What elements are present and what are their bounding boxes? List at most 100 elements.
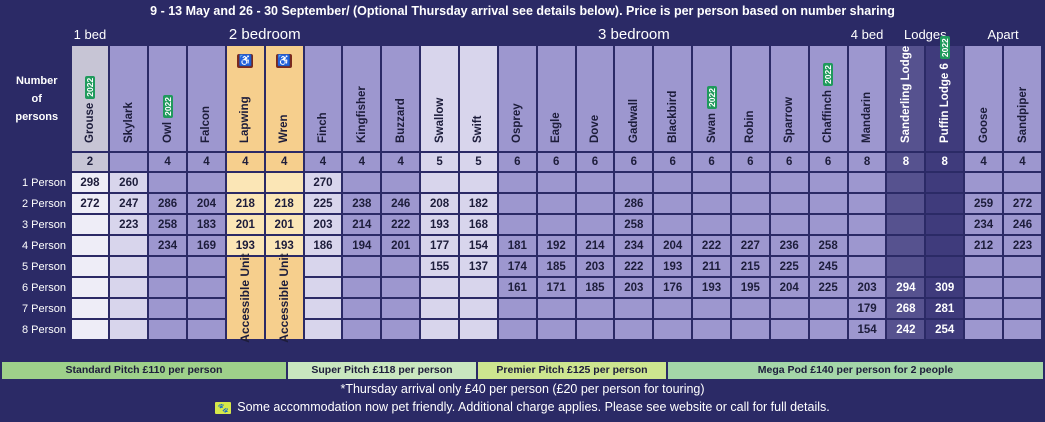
price-cell	[887, 257, 925, 276]
price-cell	[382, 299, 420, 318]
date-banner: 9 - 13 May and 26 - 30 September/ (Optio…	[0, 0, 1045, 22]
price-cell	[1004, 173, 1041, 192]
price-cell: 174	[498, 257, 536, 276]
price-cell: 179	[848, 299, 886, 318]
price-cell: 214	[576, 236, 614, 255]
price-cell	[576, 173, 614, 192]
unit-header-osprey: Osprey	[498, 46, 536, 151]
price-cell	[731, 215, 769, 234]
price-cell	[848, 257, 886, 276]
unit-name: Finch	[316, 112, 329, 143]
unit-name: Wren	[278, 114, 291, 143]
price-cell	[421, 320, 459, 339]
price-cell	[693, 299, 730, 318]
price-cell: 181	[498, 236, 536, 255]
price-cell	[421, 278, 459, 297]
price-cell	[188, 278, 225, 297]
price-cell	[382, 278, 420, 297]
unit-capacity: 4	[343, 153, 381, 171]
unit-header-dove: Dove	[576, 46, 614, 151]
price-cell	[770, 194, 808, 213]
price-cell	[693, 173, 730, 192]
price-cell	[693, 320, 730, 339]
price-cell	[965, 257, 1002, 276]
unit-name: Puffin Lodge 6	[938, 63, 951, 143]
group-apart: Apart	[965, 24, 1041, 44]
price-cell	[304, 257, 342, 276]
price-cell	[537, 299, 575, 318]
unit-capacity: 6	[576, 153, 614, 171]
price-cell	[731, 299, 769, 318]
price-cell	[615, 299, 653, 318]
price-cell: 268	[887, 299, 925, 318]
persons-label: 2 Person	[4, 194, 70, 213]
unit-header-gadwall: Gadwall	[615, 46, 653, 151]
price-cell	[343, 320, 381, 339]
price-cell	[576, 215, 614, 234]
price-cell: 171	[537, 278, 575, 297]
price-cell: 223	[110, 215, 148, 234]
price-cell: 223	[1004, 236, 1041, 255]
pet-friendly-text: Some accommodation now pet friendly. Add…	[237, 400, 830, 414]
price-cell	[537, 173, 575, 192]
unit-name: Lapwing	[239, 96, 252, 143]
price-cell	[926, 194, 964, 213]
price-cell	[770, 299, 808, 318]
price-cell: 137	[460, 257, 497, 276]
price-cell: 242	[887, 320, 925, 339]
price-row: 4 Person 234 169 193 193 186 194 201 177 154 181 19…	[4, 236, 1041, 255]
unit-capacity: 6	[809, 153, 847, 171]
unit-name: Sanderling Lodge	[899, 45, 912, 143]
price-cell	[887, 173, 925, 192]
price-cell: 238	[343, 194, 381, 213]
unit-header-skylark: Skylark	[110, 46, 148, 151]
price-cell	[848, 173, 886, 192]
unit-capacity: 4	[226, 153, 264, 171]
unit-name: Grouse	[83, 102, 96, 143]
price-row: 3 Person 223 258 183 201 201 203 214 222 193 168 25…	[4, 215, 1041, 234]
unit-capacity: 2	[71, 153, 109, 171]
unit-capacity: 4	[1004, 153, 1041, 171]
price-cell	[149, 299, 187, 318]
unit-capacity: 6	[770, 153, 808, 171]
price-cell	[731, 173, 769, 192]
unit-name: Kingfisher	[355, 86, 368, 143]
price-cell: 161	[498, 278, 536, 297]
price-cell: 185	[537, 257, 575, 276]
unit-name: Gadwall	[627, 98, 640, 143]
price-row: 6 Person 161 171 185 203 176 193 195 204 225 203 29…	[4, 278, 1041, 297]
price-cell	[537, 194, 575, 213]
price-cell	[1004, 320, 1041, 339]
price-cell	[926, 215, 964, 234]
price-cell	[537, 320, 575, 339]
price-cell: 203	[615, 278, 653, 297]
price-cell: 298	[71, 173, 109, 192]
price-cell: 193	[421, 215, 459, 234]
price-cell: 195	[731, 278, 769, 297]
price-cell	[382, 173, 420, 192]
price-cell	[498, 194, 536, 213]
unit-header-swift: Swift	[460, 46, 497, 151]
price-cell: 177	[421, 236, 459, 255]
price-cell	[654, 173, 692, 192]
price-cell: 236	[770, 236, 808, 255]
price-cell: 258	[615, 215, 653, 234]
price-cell	[498, 215, 536, 234]
price-cell: 201	[265, 215, 303, 234]
price-cell	[654, 194, 692, 213]
price-cell: 201	[382, 236, 420, 255]
unit-capacity: 6	[498, 153, 536, 171]
price-cell	[71, 215, 109, 234]
unit-capacity	[110, 153, 148, 171]
price-cell	[382, 320, 420, 339]
unit-name-row: Number of persons Grouse 2022 Skylark Owl 20…	[4, 36, 1041, 151]
unit-name: Swift	[472, 115, 485, 143]
group-header-row: 1 bed 2 bedroom 3 bedroom 4 bed Lodges A…	[4, 24, 1041, 44]
price-cell: 272	[71, 194, 109, 213]
price-cell	[965, 278, 1002, 297]
price-cell: 154	[848, 320, 886, 339]
price-cell	[615, 320, 653, 339]
persons-label: 1 Person	[4, 173, 70, 192]
unit-header-puffin-lodge-6: Puffin Lodge 6 2022	[926, 36, 964, 151]
